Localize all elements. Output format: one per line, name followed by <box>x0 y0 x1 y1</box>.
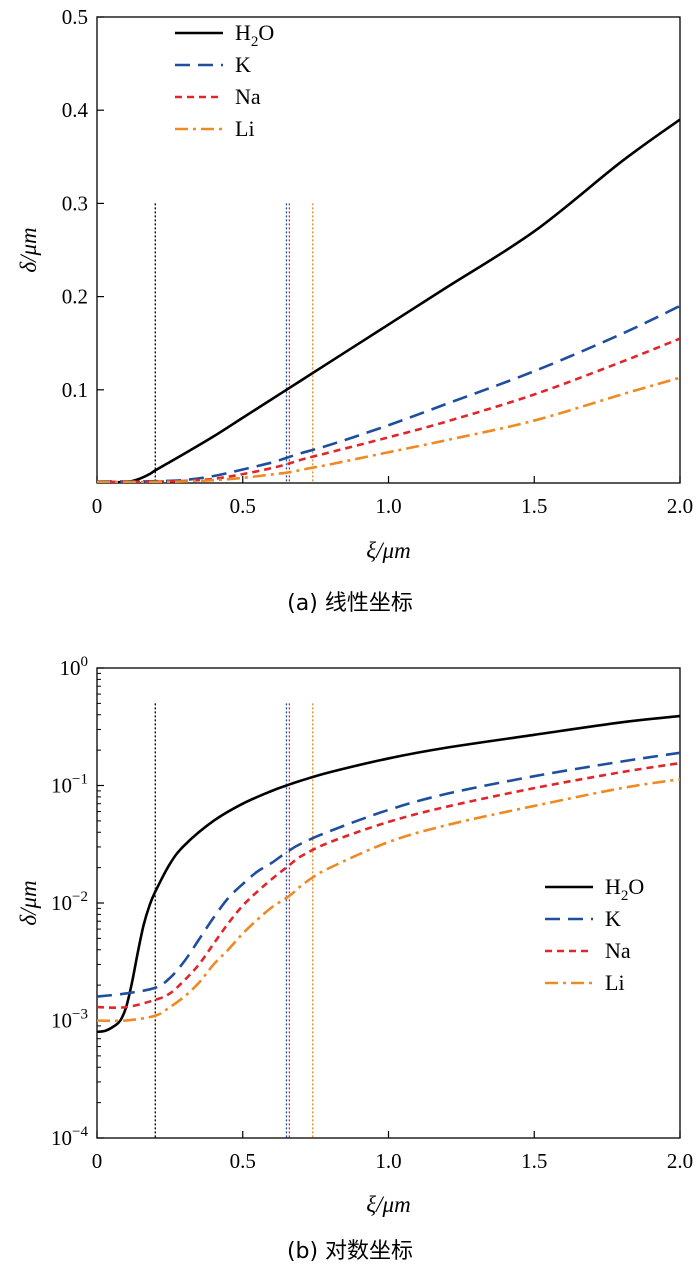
legend-label: Li <box>605 970 625 995</box>
y-tick-label: 0.4 <box>62 98 89 122</box>
series-line-k <box>97 304 680 483</box>
y-tick-label: 10−1 <box>51 772 88 798</box>
legend-label: Li <box>235 116 255 141</box>
x-tick-label: 1.0 <box>375 1149 401 1173</box>
panel-a-linear: 0 0.5 1.0 1.5 2.0 0.1 0.2 0.3 0.4 0.5 ξ/μm δ/μm H2OK… <box>16 5 693 616</box>
x-tick-label: 0 <box>92 1149 103 1173</box>
series-line-k <box>97 751 680 998</box>
plot-frame <box>96 16 681 484</box>
y-axis-label: δ/μm <box>16 227 41 272</box>
plot-frame <box>96 667 681 1139</box>
y-axis-label: δ/μm <box>16 880 41 925</box>
x-tick-label: 1.0 <box>375 494 401 518</box>
panel-b-log: 0 0.5 1.0 1.5 2.0 10−4 10−3 10−2 10−1 100 ξ/μm δ/μm… <box>16 654 693 1264</box>
x-tick-label: 0.5 <box>230 494 256 518</box>
y-tick-label: 0.2 <box>62 285 88 309</box>
y-tick-label: 10−3 <box>51 1007 88 1033</box>
x-tick-label: 0.5 <box>230 1149 256 1173</box>
y-tick-label: 10−4 <box>51 1124 88 1150</box>
legend-label: Na <box>605 938 631 963</box>
y-tick-label: 0.5 <box>62 5 88 29</box>
x-tick-label: 0 <box>92 494 103 518</box>
x-tick-label: 2.0 <box>667 1149 693 1173</box>
panel-caption: (b) 对数坐标 <box>287 1239 413 1264</box>
x-tick-label: 2.0 <box>667 494 693 518</box>
x-tick-label: 1.5 <box>521 494 547 518</box>
x-axis-label: ξ/μm <box>366 538 410 563</box>
series-line-li <box>97 376 680 483</box>
series-line-h2o <box>97 118 680 483</box>
legend-label: K <box>605 906 621 931</box>
legend-label: Na <box>235 84 261 109</box>
x-tick-label: 1.5 <box>521 1149 547 1173</box>
y-tick-label: 0.1 <box>62 378 88 402</box>
x-axis-label: ξ/μm <box>366 1192 410 1217</box>
panel-caption: (a) 线性坐标 <box>287 591 413 616</box>
y-tick-label: 10−2 <box>51 889 88 915</box>
series-line-h2o <box>97 714 680 1034</box>
series-line-li <box>97 777 680 1023</box>
legend-label: H2O <box>605 874 644 904</box>
legend-label: H2O <box>235 20 274 50</box>
series-line-na <box>97 761 680 1009</box>
y-tick-label: 100 <box>60 654 89 680</box>
y-tick-label: 0.3 <box>62 191 88 215</box>
series-line-na <box>97 337 680 483</box>
legend-label: K <box>235 52 251 77</box>
